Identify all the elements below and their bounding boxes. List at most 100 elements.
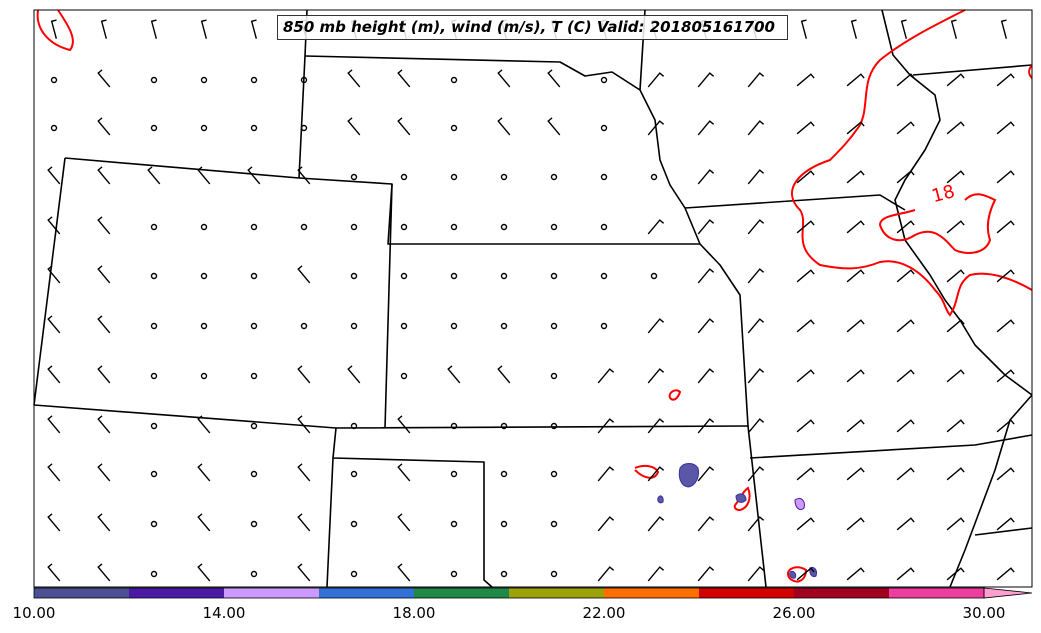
colorbar-bin-0 [34,588,129,598]
isotherm-east-main [790,9,1033,317]
wind-barb [747,418,765,434]
isotherm-east-inner [878,193,997,254]
boundary-wi-il [912,64,1033,76]
wind-barb [47,166,61,185]
calm-wind-marker [550,372,558,380]
calm-wind-marker [250,322,258,330]
wind-barb [147,166,161,185]
wind-barb [796,170,815,184]
wind-barb [946,369,965,383]
boundary-nm-az [326,457,334,588]
calm-wind-marker [550,422,558,430]
colorbar [33,587,1033,599]
wind-barb [547,117,561,136]
wind-barb [950,19,958,39]
wind-barb [97,563,111,582]
wind-barb [796,319,815,333]
wind-barb [497,117,511,136]
boundary-ok-tx [749,434,1033,459]
calm-wind-marker [400,372,408,380]
calm-wind-marker [250,470,258,478]
calm-wind-marker [200,76,208,84]
colorbar-bin-1 [129,588,224,598]
calm-wind-marker [500,570,508,578]
wind-barb [896,419,915,433]
calm-wind-marker [500,520,508,528]
calm-wind-marker [250,76,258,84]
wind-barb [896,220,915,234]
isotherm-ks-blob [668,389,682,401]
wind-barb [946,567,965,581]
calm-wind-marker [250,272,258,280]
calm-wind-marker [450,76,458,84]
wind-barb [197,166,211,185]
wind-barb [97,415,111,434]
wind-barb [747,268,765,284]
calm-wind-marker [600,76,608,84]
wind-barb [846,73,865,87]
colorbar-bin-4 [414,588,509,598]
wind-barb [850,19,858,39]
calm-wind-marker [450,322,458,330]
calm-wind-marker [350,223,358,231]
wind-barb [397,69,411,88]
wind-barb [896,269,915,283]
wind-barb [647,72,665,88]
wind-barb [97,513,111,532]
wind-barb [996,269,1015,283]
calm-wind-marker [150,520,158,528]
wind-barb [97,463,111,482]
wind-barb [796,567,815,581]
wind-barb [846,170,865,184]
calm-wind-marker [300,76,308,84]
wind-barb [946,220,965,234]
calm-wind-marker [400,272,408,280]
wind-barb [846,269,865,283]
calm-wind-marker [350,272,358,280]
colorbar-tick-label: 10.00 [12,604,56,622]
calm-wind-marker [250,124,258,132]
wind-barb [197,463,211,482]
wind-barb [1000,19,1008,39]
isotherm-far-east [1028,64,1033,79]
wind-barb [846,319,865,333]
colorbar-bin-2 [224,588,319,598]
wind-barbs [47,19,1015,582]
wind-barb [97,265,111,284]
colorbar-bin-9 [889,588,984,598]
wind-barb [247,166,261,185]
wind-barb [97,315,111,334]
wind-barb [297,463,311,482]
wind-barb [697,318,715,334]
wind-barb [946,319,965,333]
wind-barb [846,121,865,135]
wind-barb [397,463,411,482]
wind-barb [697,418,715,434]
shaded-patch-5 [657,495,664,504]
calm-wind-marker [550,470,558,478]
wind-barb [796,73,815,87]
calm-wind-marker [200,124,208,132]
state-boundaries [33,9,1033,588]
wind-barb [747,516,765,532]
wind-barb [647,516,665,532]
wind-barb [547,69,561,88]
calm-wind-marker [650,272,658,280]
wind-barb [397,415,411,434]
wind-barb [747,72,765,88]
wind-barb [647,368,665,384]
wind-barb [996,170,1015,184]
colorbar-tick-label: 30.00 [962,604,1006,622]
wind-barb [846,567,865,581]
colorbar-extend-triangle [983,587,1033,599]
wind-barb [747,566,765,582]
wind-barb [697,368,715,384]
wind-barb [97,365,111,384]
calm-wind-marker [550,223,558,231]
wind-barb [97,166,111,185]
wind-barb [647,120,665,136]
calm-wind-marker [350,470,358,478]
wind-barb [846,419,865,433]
wind-barb [97,117,111,136]
